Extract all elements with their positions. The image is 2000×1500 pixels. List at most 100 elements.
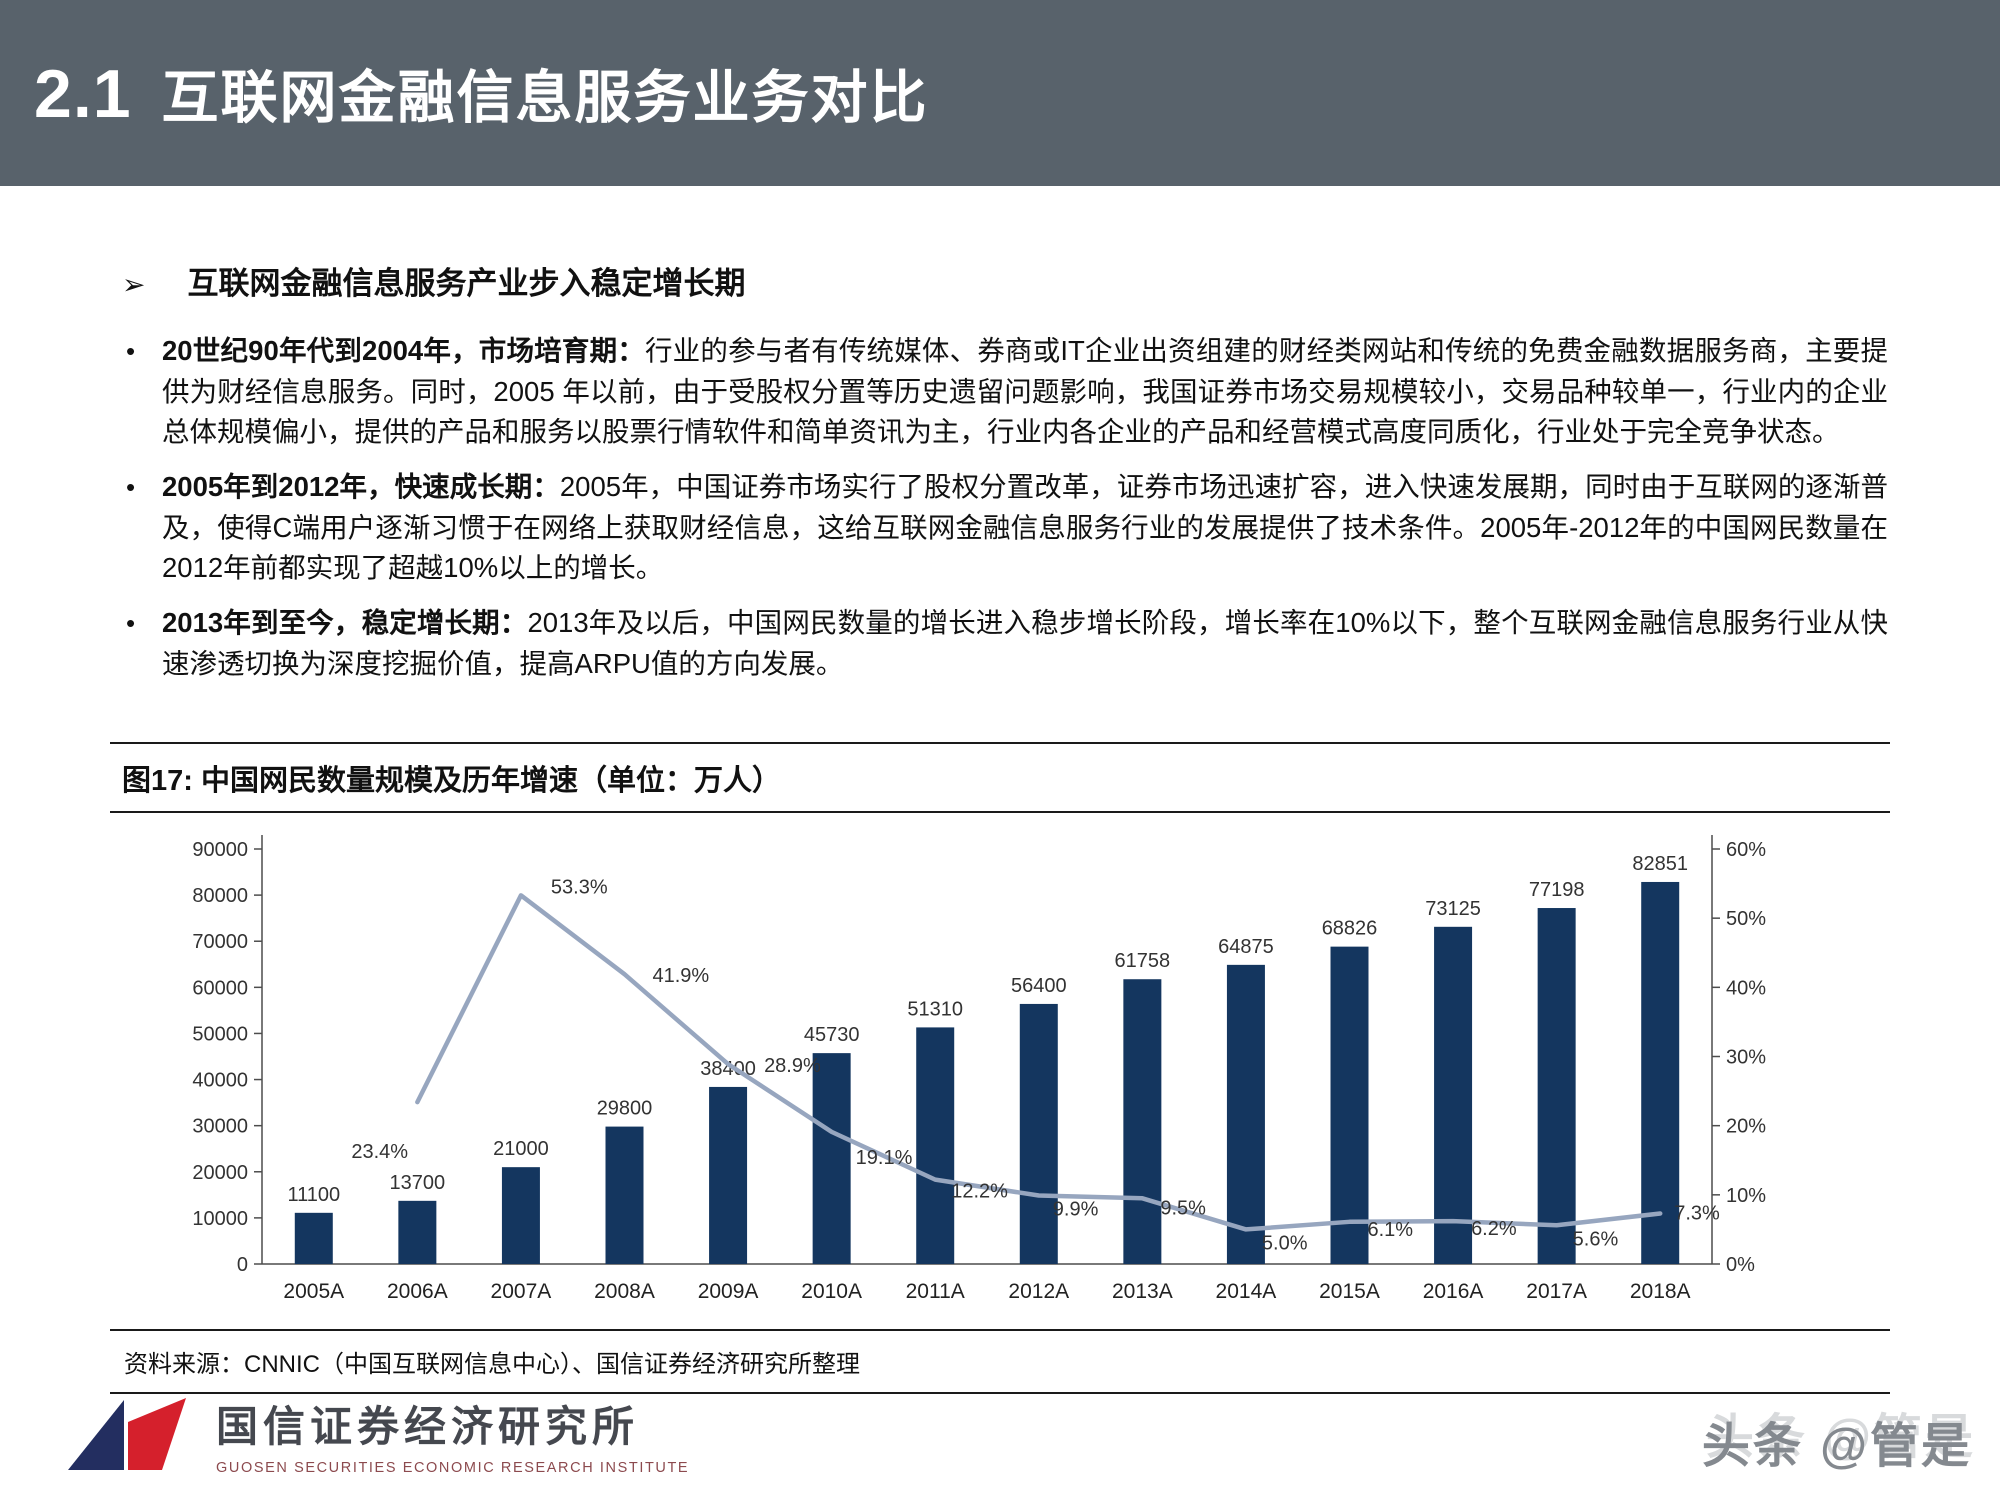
- x-axis-label: 2009A: [698, 1280, 759, 1303]
- bar-value-label: 11100: [287, 1184, 340, 1206]
- bar-value-label: 56400: [1011, 975, 1067, 997]
- figure-box: 图17: 中国网民数量规模及历年增速（单位：万人） 0 10000 20000 300…: [110, 742, 1890, 1394]
- left-axis-label: 10000: [192, 1208, 248, 1230]
- arrow-bullet-icon: ➢: [122, 269, 146, 300]
- left-axis-label: 20000: [192, 1162, 248, 1184]
- content-heading-text: 互联网金融信息服务产业步入稳定增长期: [187, 266, 746, 301]
- x-axis-label: 2015A: [1319, 1280, 1380, 1303]
- section-number: 2.1: [34, 56, 132, 132]
- content-area: ➢ 互联网金融信息服务产业步入稳定增长期 20世纪90年代到2004年，市场培育…: [122, 258, 1888, 699]
- x-axis-label: 2005A: [283, 1280, 344, 1303]
- x-axis-label: 2012A: [1008, 1280, 1069, 1303]
- bar-value-label: 21000: [493, 1138, 549, 1160]
- line-value-label: 23.4%: [351, 1141, 408, 1163]
- bar-2016A: [1434, 926, 1473, 1264]
- bar-value-label: 29800: [597, 1098, 653, 1120]
- logo-texts: 国信证券经济研究所 GUOSEN SECURITIES ECONOMIC RES…: [216, 1393, 689, 1476]
- watermark: 头条 @管是: [1701, 1420, 1972, 1473]
- x-axis-label: 2017A: [1526, 1280, 1587, 1303]
- bar-2007A: [501, 1167, 540, 1264]
- guosen-logo-icon: [68, 1398, 186, 1470]
- footer-logo: 国信证券经济研究所 GUOSEN SECURITIES ECONOMIC RES…: [62, 1392, 689, 1476]
- bar-2006A: [398, 1200, 437, 1264]
- logo-title: 国信证券经济研究所: [216, 1402, 640, 1450]
- logo-subtitle: GUOSEN SECURITIES ECONOMIC RESEARCH INST…: [216, 1459, 690, 1476]
- x-axis-label: 2016A: [1423, 1280, 1484, 1303]
- bullet-item: 2013年到至今，稳定增长期：2013年及以后，中国网民数量的增长进入稳步增长阶…: [122, 603, 1888, 684]
- left-axis-label: 50000: [192, 1023, 248, 1045]
- bar-2015A: [1330, 946, 1369, 1264]
- header-band: 2.1 互联网金融信息服务业务对比: [0, 0, 2000, 186]
- left-axis-label: 0: [237, 1254, 248, 1276]
- growth-line: [415, 893, 1663, 1232]
- line-value-label: 5.6%: [1573, 1228, 1619, 1250]
- header-title-text: 互联网金融信息服务业务对比: [161, 66, 929, 130]
- left-axis-label: 60000: [192, 977, 248, 999]
- bullet-text: 2013年及以后，中国网民数量的增长进入稳步增长阶段，增长率在10%以下，整个互…: [162, 607, 1888, 679]
- bullet-text: 行业的参与者有传统媒体、券商或IT企业出资组建的财经类网站和传统的免费金融数据服…: [162, 335, 1889, 448]
- right-axis-label: 0%: [1726, 1254, 1755, 1276]
- line-value-label: 28.9%: [764, 1055, 821, 1077]
- line-value-label: 19.1%: [856, 1147, 913, 1169]
- bar-value-label: 51310: [907, 998, 963, 1020]
- x-axis-label: 2014A: [1216, 1280, 1277, 1303]
- line-value-label: 9.5%: [1160, 1197, 1206, 1219]
- line-value-label: 12.2%: [951, 1181, 1008, 1203]
- bar-2017A: [1537, 908, 1576, 1264]
- bar-value-label: 68826: [1322, 918, 1378, 940]
- logo-navy-shape: [68, 1400, 124, 1470]
- line-value-label: 5.0%: [1262, 1232, 1308, 1254]
- x-axis-label: 2018A: [1630, 1280, 1691, 1303]
- bullet-lead: 2013年到至今，稳定增长期：: [162, 607, 528, 639]
- left-axis-label: 30000: [192, 1116, 248, 1138]
- right-axis-label: 50%: [1726, 908, 1766, 930]
- bar-2014A: [1226, 964, 1265, 1264]
- left-axis-label: 90000: [192, 839, 248, 861]
- logo-red-shape: [128, 1398, 186, 1470]
- bar-2010A: [812, 1053, 851, 1264]
- figure-title: 图17: 中国网民数量规模及历年增速（单位：万人）: [110, 742, 1890, 813]
- x-axis-label: 2010A: [801, 1280, 862, 1303]
- figure-source: 资料来源：CNNIC（中国互联网信息中心）、国信证券经济研究所整理: [110, 1329, 1890, 1394]
- bullet-text: 2005年，中国证券市场实行了股权分置改革，证券市场迅速扩容，进入快速发展期，同…: [162, 471, 1888, 584]
- bar-2009A: [709, 1086, 748, 1264]
- left-axis-label: 70000: [192, 931, 248, 953]
- right-axis-label: 60%: [1726, 839, 1766, 861]
- x-axis-label: 2007A: [491, 1280, 552, 1303]
- bullet-item: 20世纪90年代到2004年，市场培育期：行业的参与者有传统媒体、券商或IT企业…: [122, 331, 1888, 453]
- bar-2008A: [605, 1126, 644, 1264]
- right-axis-label: 40%: [1726, 977, 1766, 999]
- left-axis-label: 80000: [192, 885, 248, 907]
- bar-value-label: 82851: [1632, 853, 1688, 875]
- right-axis-label: 20%: [1726, 1116, 1766, 1138]
- x-axis-label: 2013A: [1112, 1280, 1173, 1303]
- bar-value-label: 61758: [1115, 950, 1171, 972]
- bullet-lead: 2005年到2012年，快速成长期：: [162, 471, 560, 503]
- x-axis-label: 2011A: [906, 1280, 965, 1303]
- left-axis-label: 40000: [192, 1070, 248, 1092]
- bullet-item: 2005年到2012年，快速成长期：2005年，中国证券市场实行了股权分置改革，…: [122, 467, 1888, 589]
- bar-value-label: 64875: [1218, 936, 1274, 958]
- x-axis-label: 2006A: [387, 1280, 448, 1303]
- bullet-list: 20世纪90年代到2004年，市场培育期：行业的参与者有传统媒体、券商或IT企业…: [122, 331, 1888, 685]
- line-value-label: 6.1%: [1368, 1219, 1414, 1241]
- bar-2005A: [294, 1212, 333, 1264]
- right-axis-label: 30%: [1726, 1047, 1766, 1069]
- netizen-chart-svg: 0 10000 20000 30000 40000 50000 60000 70000 8000…: [192, 835, 1766, 1303]
- bar-value-label: 13700: [390, 1172, 446, 1194]
- bullet-lead: 20世纪90年代到2004年，市场培育期：: [162, 335, 645, 366]
- line-value-label: 7.3%: [1674, 1203, 1720, 1225]
- bar-value-label: 45730: [804, 1024, 860, 1046]
- content-heading: ➢ 互联网金融信息服务产业步入稳定增长期: [122, 258, 1888, 303]
- bar-2011A: [916, 1027, 955, 1264]
- right-axis-label: 10%: [1726, 1185, 1766, 1207]
- bar-value-label: 77198: [1529, 879, 1585, 901]
- line-value-label: 41.9%: [653, 965, 710, 987]
- bar-2012A: [1019, 1003, 1058, 1264]
- x-axis-label: 2008A: [594, 1280, 655, 1303]
- page-title: 2.1 互联网金融信息服务业务对比: [0, 52, 929, 134]
- bar-2018A: [1641, 881, 1680, 1264]
- bar-value-label: 73125: [1425, 898, 1481, 920]
- chart-container: 0 10000 20000 30000 40000 50000 60000 70000 8000…: [110, 813, 1890, 1329]
